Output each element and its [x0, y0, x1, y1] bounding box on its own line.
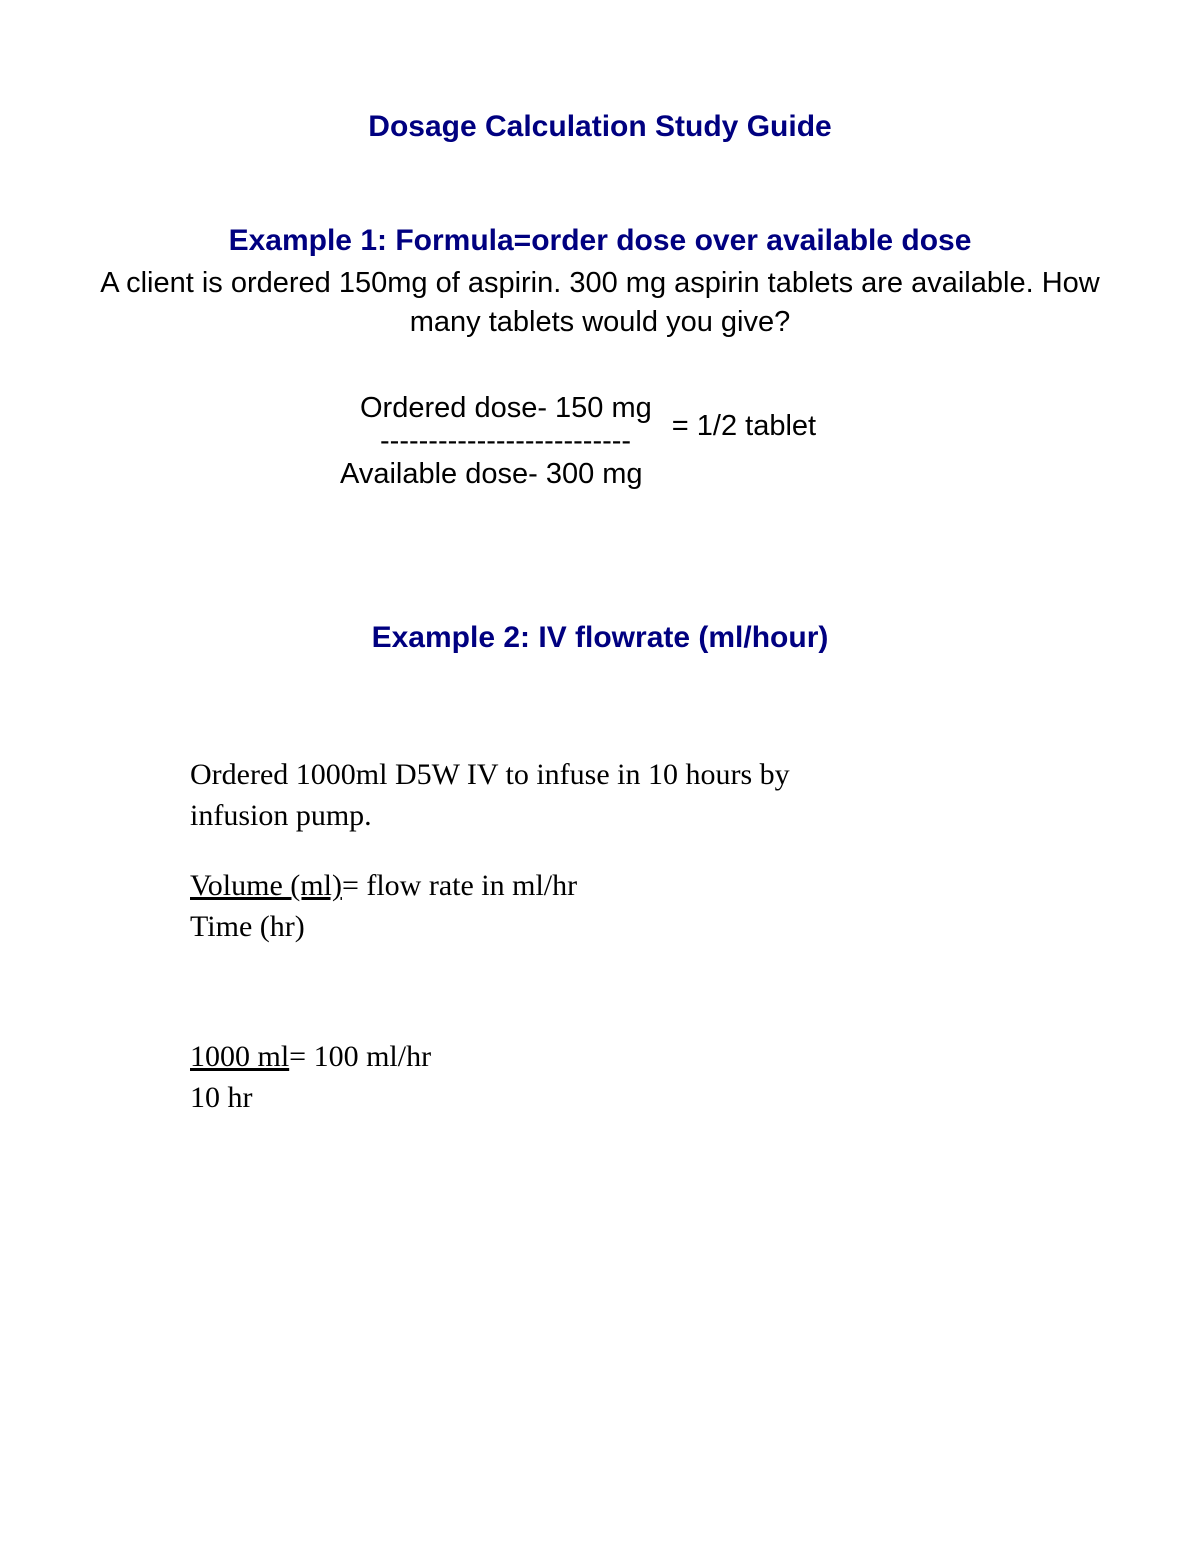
- ordered-dose: Ordered dose- 150 mg: [340, 392, 652, 425]
- time-value: 10 hr: [190, 1078, 1100, 1119]
- flowrate-value: = 100 ml/hr: [289, 1040, 431, 1073]
- flowrate-label: = flow rate in ml/hr: [342, 869, 577, 902]
- example2-formula: Volume (ml)= flow rate in ml/hr Time (hr…: [190, 866, 1100, 947]
- formula2-line1: Volume (ml)= flow rate in ml/hr: [190, 866, 1100, 907]
- example2-heading: Example 2: IV flowrate (ml/hour): [100, 621, 1100, 655]
- document-container: Dosage Calculation Study Guide Example 1…: [0, 0, 1200, 1118]
- example1-question: A client is ordered 150mg of aspirin. 30…: [100, 264, 1100, 342]
- example2-question: Ordered 1000ml D5W IV to infuse in 10 ho…: [190, 755, 890, 836]
- fraction-divider: --------------------------: [340, 425, 652, 458]
- calc-line1: 1000 ml= 100 ml/hr: [190, 1037, 1100, 1078]
- available-dose: Available dose- 300 mg: [340, 458, 652, 491]
- example1-heading: Example 1: Formula=order dose over avail…: [100, 224, 1100, 258]
- page-title: Dosage Calculation Study Guide: [100, 110, 1100, 144]
- example2-body: Ordered 1000ml D5W IV to infuse in 10 ho…: [190, 755, 1100, 1118]
- example1-formula: Ordered dose- 150 mg -------------------…: [340, 392, 1100, 491]
- formula-row: Ordered dose- 150 mg -------------------…: [340, 392, 816, 491]
- volume-label: Volume (ml): [190, 869, 342, 902]
- example2-calculation: 1000 ml= 100 ml/hr 10 hr: [190, 1037, 1100, 1118]
- result: = 1/2 tablet: [672, 410, 816, 443]
- volume-value: 1000 ml: [190, 1040, 289, 1073]
- fraction: Ordered dose- 150 mg -------------------…: [340, 392, 652, 491]
- time-label: Time (hr): [190, 907, 1100, 948]
